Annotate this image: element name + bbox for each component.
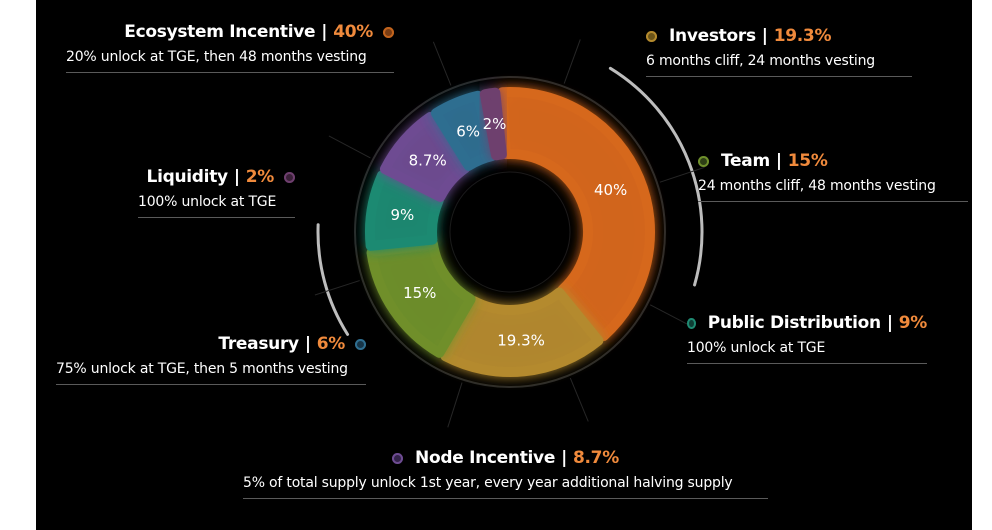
radial-tick bbox=[432, 41, 452, 86]
legend-percent: 40% bbox=[333, 22, 373, 42]
legend-description: 5% of total supply unlock 1st year, ever… bbox=[243, 475, 733, 491]
legend-treasury: Treasury | 6% 75% unlock at TGE, then 5 … bbox=[56, 334, 366, 385]
radial-tick bbox=[328, 135, 371, 159]
donut-slice bbox=[379, 112, 471, 202]
legend-separator: | bbox=[886, 313, 893, 333]
donut-slice bbox=[440, 287, 604, 377]
legend-separator: | bbox=[761, 26, 768, 46]
slice-label: 15% bbox=[403, 284, 436, 302]
legend-name: Ecosystem Incentive bbox=[124, 22, 316, 42]
slice-label: 40% bbox=[594, 181, 627, 199]
donut-slice bbox=[366, 238, 476, 358]
legend-liquidity: Liquidity | 2% 100% unlock at TGE bbox=[138, 167, 295, 218]
legend-underline bbox=[687, 363, 927, 364]
radial-tick bbox=[649, 304, 693, 327]
legend-underline bbox=[138, 217, 295, 218]
slice-label: 8.7% bbox=[409, 152, 447, 170]
legend-percent: 19.3% bbox=[773, 26, 832, 46]
radial-tick bbox=[447, 382, 463, 428]
decorative-rings bbox=[314, 39, 705, 428]
legend-description: 6 months cliff, 24 months vesting bbox=[646, 53, 875, 69]
legend-color-dot bbox=[687, 317, 696, 329]
donut-slice bbox=[497, 87, 655, 342]
legend-node-incentive: Node Incentive | 8.7% 5% of total supply… bbox=[243, 448, 768, 499]
slice-label: 9% bbox=[390, 206, 414, 224]
legend-percent: 2% bbox=[245, 167, 275, 187]
slice-label: 2% bbox=[483, 115, 507, 133]
legend-color-dot bbox=[355, 338, 366, 350]
slice-label: 19.3% bbox=[497, 331, 545, 349]
highlight-arc-left bbox=[316, 223, 350, 336]
legend-public-distribution: Public Distribution | 9% 100% unlock at … bbox=[687, 313, 927, 364]
outer-ring bbox=[354, 76, 666, 388]
radial-tick bbox=[659, 166, 705, 183]
legend-description: 100% unlock at TGE bbox=[138, 194, 277, 210]
legend-name: Investors bbox=[669, 26, 756, 46]
legend-color-dot bbox=[392, 452, 404, 464]
legend-color-dot bbox=[284, 171, 295, 183]
legend-underline bbox=[646, 76, 912, 77]
donut-slices bbox=[365, 87, 655, 377]
legend-name: Public Distribution bbox=[707, 313, 881, 333]
legend-separator: | bbox=[304, 334, 311, 354]
legend-underline bbox=[698, 201, 968, 202]
legend-separator: | bbox=[561, 448, 567, 468]
donut-slice bbox=[430, 90, 498, 171]
legend-name: Node Incentive bbox=[415, 448, 556, 468]
legend-underline bbox=[243, 498, 768, 499]
radial-tick bbox=[314, 280, 360, 296]
legend-name: Treasury bbox=[218, 334, 299, 354]
radial-tick bbox=[563, 39, 581, 84]
legend-description: 20% unlock at TGE, then 48 months vestin… bbox=[66, 49, 367, 65]
legend-underline bbox=[56, 384, 366, 385]
legend-description: 24 months cliff, 48 months vesting bbox=[698, 178, 936, 194]
legend-color-dot bbox=[383, 26, 394, 38]
legend-color-dot bbox=[646, 30, 657, 42]
legend-description: 100% unlock at TGE bbox=[687, 340, 826, 356]
donut-slice bbox=[479, 87, 507, 161]
legend-percent: 15% bbox=[787, 151, 828, 171]
legend-investors: Investors | 19.3% 6 months cliff, 24 mon… bbox=[646, 26, 912, 77]
legend-color-dot bbox=[698, 155, 709, 167]
legend-underline bbox=[66, 72, 394, 73]
legend-description: 75% unlock at TGE, then 5 months vesting bbox=[56, 361, 348, 377]
slice-label: 6% bbox=[456, 122, 480, 140]
legend-ecosystem-incentive: Ecosystem Incentive | 40% 20% unlock at … bbox=[66, 22, 394, 73]
legend-team: Team | 15% 24 months cliff, 48 months ve… bbox=[698, 151, 968, 202]
legend-separator: | bbox=[233, 167, 240, 187]
inner-ring bbox=[449, 171, 571, 293]
legend-percent: 9% bbox=[898, 313, 928, 333]
legend-percent: 6% bbox=[316, 334, 346, 354]
legend-separator: | bbox=[775, 151, 782, 171]
legend-separator: | bbox=[321, 22, 328, 42]
legend-percent: 8.7% bbox=[573, 448, 619, 468]
donut-slice-labels: 40% 19.3% 15% 9% 8.7% 6% 2% bbox=[390, 115, 627, 349]
radial-tick bbox=[569, 377, 589, 422]
legend-name: Team bbox=[721, 151, 770, 171]
legend-name: Liquidity bbox=[146, 167, 229, 187]
highlight-arc-right bbox=[608, 66, 704, 287]
